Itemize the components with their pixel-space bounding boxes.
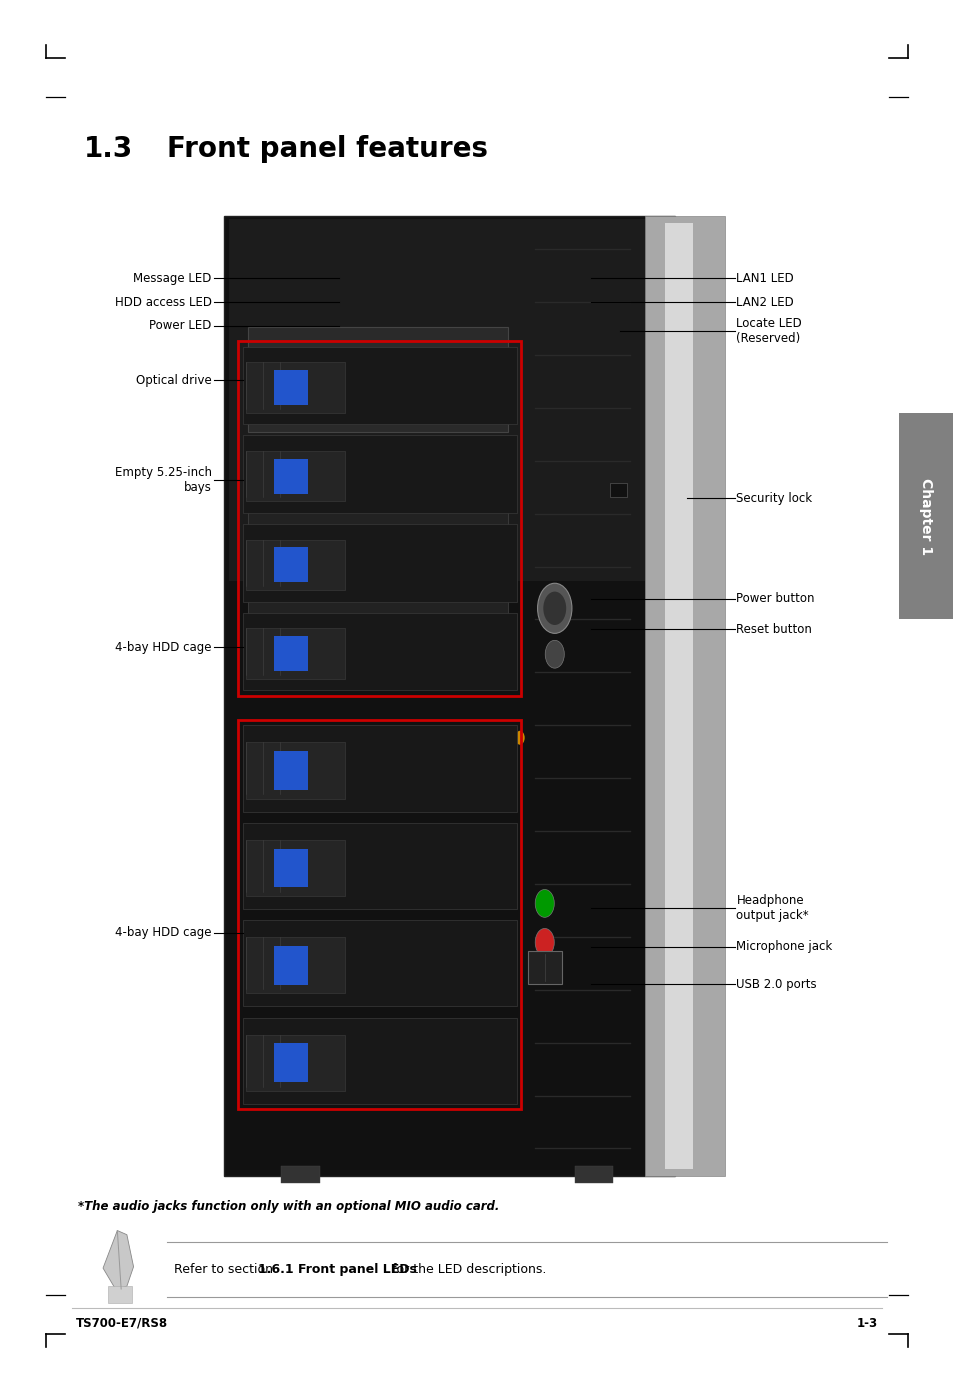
Text: 4-bay HDD cage: 4-bay HDD cage: [115, 926, 212, 940]
Text: 4-bay HDD cage: 4-bay HDD cage: [115, 640, 212, 654]
Bar: [527, 951, 561, 984]
Text: 1.6.1 Front panel LEDs: 1.6.1 Front panel LEDs: [257, 1263, 416, 1276]
Bar: [246, 362, 345, 412]
Circle shape: [362, 731, 372, 745]
Bar: [489, 369, 503, 395]
Text: Security lock: Security lock: [736, 491, 812, 505]
Text: DVD: DVD: [267, 372, 281, 377]
Bar: [243, 525, 517, 601]
Bar: [243, 612, 517, 690]
Text: for the LED descriptions.: for the LED descriptions.: [388, 1263, 546, 1276]
Bar: [224, 216, 674, 1176]
Polygon shape: [103, 1231, 133, 1289]
Text: Empty 5.25-inch
bays: Empty 5.25-inch bays: [114, 466, 212, 494]
Text: 1.3: 1.3: [84, 135, 133, 163]
Bar: [246, 839, 345, 896]
Bar: [253, 363, 503, 401]
Bar: [274, 547, 308, 582]
Text: 1-3: 1-3: [856, 1317, 877, 1329]
Circle shape: [535, 928, 554, 956]
Bar: [281, 1166, 319, 1183]
Text: Optical drive: Optical drive: [136, 373, 212, 387]
Text: Reset button: Reset button: [736, 622, 812, 636]
Circle shape: [537, 583, 572, 633]
Bar: [243, 1018, 517, 1104]
Bar: [898, 413, 953, 619]
Text: TS700-E7/RS8: TS700-E7/RS8: [76, 1317, 169, 1329]
Text: *The audio jacks function only with an optional MIO audio card.: *The audio jacks function only with an o…: [78, 1200, 499, 1212]
Text: USB 2.0 ports: USB 2.0 ports: [736, 977, 817, 991]
Bar: [609, 483, 626, 497]
Text: Chapter 1: Chapter 1: [919, 477, 932, 555]
Bar: [243, 347, 517, 425]
Text: Power LED: Power LED: [150, 319, 212, 333]
Circle shape: [438, 731, 448, 745]
Bar: [246, 742, 345, 799]
Text: LAN1 LED: LAN1 LED: [736, 271, 794, 285]
Text: Front panel features: Front panel features: [167, 135, 487, 163]
Text: Power button: Power button: [736, 592, 814, 606]
Text: HDD access LED: HDD access LED: [114, 295, 212, 309]
Bar: [274, 752, 308, 789]
Bar: [238, 720, 521, 1109]
Bar: [246, 628, 345, 679]
Circle shape: [545, 640, 563, 668]
Bar: [274, 370, 308, 405]
Bar: [248, 327, 508, 432]
Text: Refer to section: Refer to section: [173, 1263, 276, 1276]
Circle shape: [535, 889, 554, 917]
Bar: [274, 636, 308, 671]
Bar: [664, 223, 692, 1169]
Bar: [246, 937, 345, 994]
Text: Locate LED
(Reserved): Locate LED (Reserved): [736, 317, 801, 345]
Bar: [274, 1044, 308, 1083]
Circle shape: [515, 731, 524, 745]
Bar: [644, 216, 724, 1176]
Circle shape: [543, 592, 566, 625]
Text: Message LED: Message LED: [133, 271, 212, 285]
Bar: [274, 849, 308, 888]
Bar: [243, 920, 517, 1006]
Bar: [108, 1286, 132, 1303]
Text: LAN2 LED: LAN2 LED: [736, 295, 794, 309]
Bar: [243, 436, 517, 514]
Bar: [246, 1034, 345, 1091]
Bar: [574, 1166, 613, 1183]
Bar: [248, 560, 508, 636]
Text: Headphone
output jack*: Headphone output jack*: [736, 894, 808, 922]
Circle shape: [400, 731, 410, 745]
Bar: [246, 451, 345, 501]
Text: Microphone jack: Microphone jack: [736, 940, 832, 954]
Bar: [246, 540, 345, 590]
Bar: [243, 823, 517, 909]
Bar: [243, 725, 517, 812]
Bar: [229, 219, 644, 580]
Bar: [274, 947, 308, 986]
Bar: [238, 341, 521, 696]
Bar: [274, 458, 308, 494]
Bar: [248, 473, 508, 550]
Circle shape: [476, 731, 486, 745]
